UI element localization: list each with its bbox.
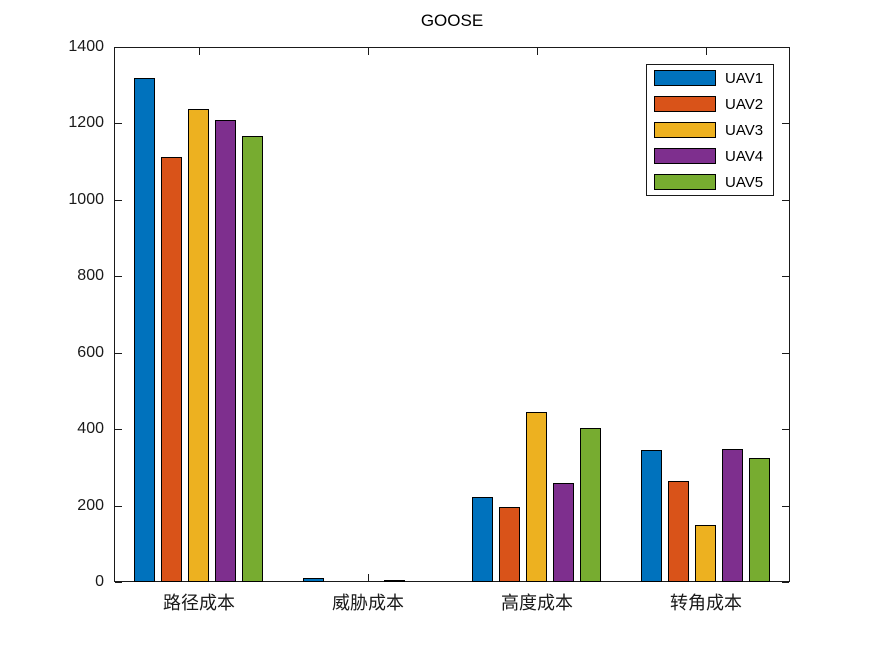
x-tick-mark-top xyxy=(368,48,369,55)
y-tick-mark xyxy=(115,200,122,201)
y-tick-label: 0 xyxy=(95,573,104,590)
y-tick-mark-right xyxy=(782,506,789,507)
bar-UAV1 xyxy=(303,578,324,582)
y-tick-mark xyxy=(115,47,122,48)
bar-UAV4 xyxy=(384,580,405,582)
y-tick-mark xyxy=(115,276,122,277)
bar-UAV5 xyxy=(749,458,770,582)
y-tick-mark xyxy=(115,506,122,507)
legend-entry: UAV1 xyxy=(647,65,773,91)
y-tick-mark-right xyxy=(782,353,789,354)
plot-area xyxy=(114,47,790,582)
bar-UAV1 xyxy=(134,78,155,582)
y-tick-mark-right xyxy=(782,429,789,430)
legend-label: UAV5 xyxy=(725,173,764,191)
y-tick-mark xyxy=(115,582,122,583)
bar-UAV3 xyxy=(695,525,716,582)
y-tick-label: 400 xyxy=(77,420,104,437)
x-tick-mark xyxy=(368,574,369,581)
chart-title: GOOSE xyxy=(420,11,484,30)
legend-entry: UAV4 xyxy=(647,143,773,169)
bar-UAV3 xyxy=(526,412,547,582)
bar-UAV5 xyxy=(242,136,263,582)
bar-UAV1 xyxy=(641,450,662,582)
x-tick-label: 高度成本 xyxy=(501,593,573,613)
legend-label: UAV1 xyxy=(725,69,764,87)
legend-swatch xyxy=(654,70,716,86)
y-tick-label: 1400 xyxy=(68,38,104,55)
y-tick-mark-right xyxy=(782,582,789,583)
y-tick-label: 1200 xyxy=(68,114,104,131)
y-tick-mark-right xyxy=(782,200,789,201)
bar-UAV5 xyxy=(580,428,601,582)
x-tick-mark-top xyxy=(537,48,538,55)
x-tick-mark-top xyxy=(706,48,707,55)
legend-swatch xyxy=(654,148,716,164)
bar-UAV2 xyxy=(668,481,689,582)
bar-UAV4 xyxy=(215,120,236,582)
legend-swatch xyxy=(654,122,716,138)
legend-entry: UAV2 xyxy=(647,91,773,117)
x-tick-label: 路径成本 xyxy=(163,593,235,613)
y-tick-mark xyxy=(115,353,122,354)
bar-UAV4 xyxy=(722,449,743,582)
y-tick-mark-right xyxy=(782,47,789,48)
legend-entry: UAV5 xyxy=(647,169,773,195)
bar-UAV2 xyxy=(499,507,520,582)
bar-UAV1 xyxy=(472,497,493,582)
y-tick-mark-right xyxy=(782,123,789,124)
y-tick-label: 600 xyxy=(77,344,104,361)
legend: UAV1 UAV2 UAV3 UAV4 UAV5 xyxy=(646,64,774,196)
legend-label: UAV3 xyxy=(725,121,764,139)
y-tick-mark xyxy=(115,429,122,430)
y-tick-mark xyxy=(115,123,122,124)
legend-swatch xyxy=(654,174,716,190)
bar-UAV3 xyxy=(188,109,209,582)
legend-entry: UAV3 xyxy=(647,117,773,143)
y-tick-label: 200 xyxy=(77,497,104,514)
x-tick-mark-top xyxy=(199,48,200,55)
legend-label: UAV4 xyxy=(725,147,764,165)
x-tick-label: 转角成本 xyxy=(670,593,742,613)
bar-UAV4 xyxy=(553,483,574,582)
legend-label: UAV2 xyxy=(725,95,764,113)
y-tick-label: 1000 xyxy=(68,191,104,208)
y-tick-mark-right xyxy=(782,276,789,277)
legend-swatch xyxy=(654,96,716,112)
y-tick-label: 800 xyxy=(77,267,104,284)
x-tick-label: 威胁成本 xyxy=(332,593,404,613)
bar-UAV2 xyxy=(161,157,182,582)
